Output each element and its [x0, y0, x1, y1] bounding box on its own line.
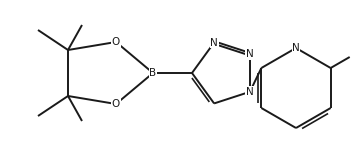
- Text: N: N: [210, 38, 218, 48]
- Text: O: O: [112, 37, 120, 47]
- Text: N: N: [292, 43, 300, 53]
- Text: N: N: [246, 87, 254, 97]
- Text: B: B: [150, 68, 157, 78]
- Text: O: O: [112, 99, 120, 109]
- Text: N: N: [246, 49, 254, 59]
